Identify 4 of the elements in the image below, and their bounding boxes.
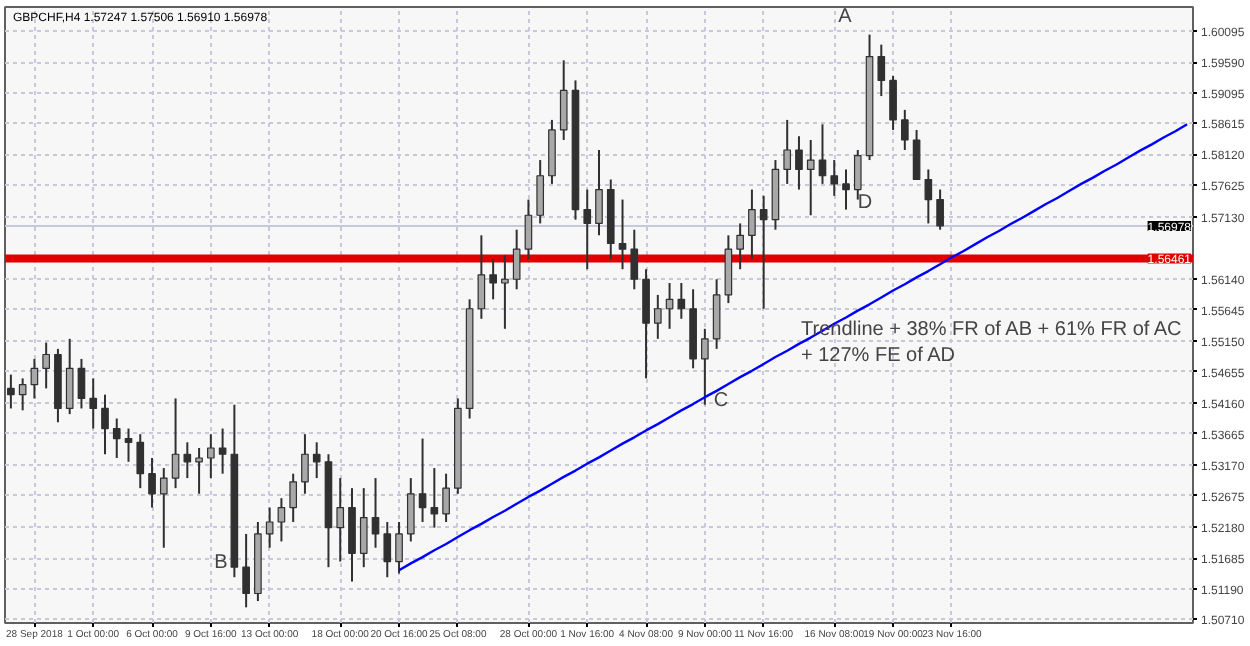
annotation: C bbox=[713, 390, 729, 412]
annotation: B bbox=[214, 552, 229, 574]
annotation: A bbox=[838, 6, 853, 28]
annotation: D bbox=[857, 192, 873, 214]
